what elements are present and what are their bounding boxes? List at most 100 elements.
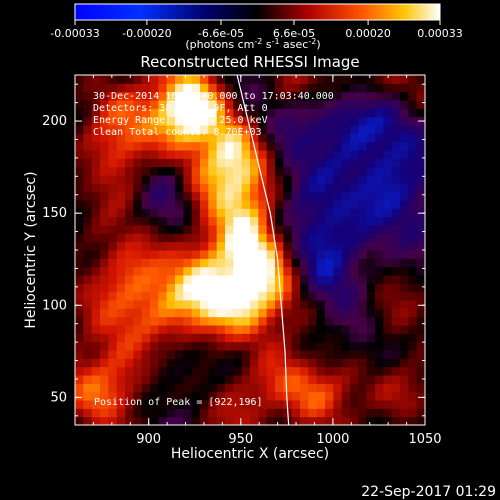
- heatmap-cell: [316, 250, 326, 259]
- heatmap-cell: [200, 275, 209, 284]
- y-tick-label: 100: [42, 298, 67, 313]
- heatmap-cell: [233, 258, 243, 268]
- heatmap-cell: [166, 400, 176, 409]
- heatmap-cell: [191, 83, 201, 93]
- heatmap-cell: [175, 225, 184, 234]
- heatmap-cell: [300, 175, 309, 184]
- heatmap-cell: [391, 116, 401, 126]
- heatmap-cell: [400, 275, 409, 284]
- heatmap-cell: [341, 225, 351, 234]
- heatmap-cell: [366, 316, 376, 326]
- heatmap-cell: [100, 316, 109, 326]
- heatmap-cell: [358, 408, 368, 418]
- heatmap-cell: [291, 125, 301, 134]
- heatmap-cell: [133, 158, 143, 168]
- heatmap-cell: [241, 125, 251, 134]
- heatmap-cell: [341, 250, 351, 259]
- heatmap-cell: [166, 341, 176, 351]
- heatmap-cell: [91, 358, 101, 368]
- heatmap-cell: [175, 100, 184, 109]
- heatmap-cell: [333, 416, 343, 425]
- heatmap-cell: [208, 308, 218, 318]
- heatmap-cell: [241, 166, 251, 176]
- heatmap-cell: [341, 100, 351, 109]
- heatmap-cell: [183, 308, 193, 318]
- heatmap-cell: [325, 366, 334, 376]
- heatmap-cell: [266, 75, 276, 84]
- heatmap-cell: [283, 375, 293, 384]
- heatmap-cell: [350, 191, 359, 201]
- heatmap-cell: [383, 166, 393, 176]
- heatmap-cell: [366, 408, 376, 418]
- heatmap-cell: [400, 325, 409, 334]
- heatmap-cell: [300, 83, 309, 93]
- heatmap-cell: [158, 91, 168, 101]
- heatmap-cell: [316, 316, 326, 326]
- heatmap-cell: [141, 341, 151, 351]
- heatmap-cell: [258, 150, 268, 159]
- heatmap-cell: [75, 325, 84, 334]
- heatmap-cell: [308, 108, 318, 118]
- heatmap-cell: [275, 250, 284, 259]
- heatmap-cell: [108, 358, 118, 368]
- heatmap-cell: [166, 275, 176, 284]
- heatmap-cell: [150, 100, 159, 109]
- heatmap-cell: [116, 75, 126, 84]
- heatmap-cell: [250, 333, 259, 343]
- heatmap-cell: [366, 83, 376, 93]
- heatmap-cell: [325, 358, 334, 368]
- heatmap-cell: [175, 166, 184, 176]
- heatmap-cell: [200, 150, 209, 159]
- heatmap-cell: [150, 91, 159, 101]
- heatmap-cell: [416, 200, 425, 209]
- heatmap-cell: [341, 141, 351, 151]
- heatmap-cell: [75, 366, 84, 376]
- heatmap-cell: [158, 133, 168, 143]
- heatmap-cell: [416, 308, 425, 318]
- heatmap-cell: [283, 350, 293, 359]
- heatmap-cell: [250, 100, 259, 109]
- heatmap-cell: [400, 258, 409, 268]
- heatmap-cell: [116, 158, 126, 168]
- heatmap-cell: [383, 325, 393, 334]
- heatmap-cell: [208, 208, 218, 218]
- heatmap-cell: [366, 141, 376, 151]
- heatmap-cell: [108, 158, 118, 168]
- heatmap-cell: [91, 133, 101, 143]
- heatmap-cell: [183, 341, 193, 351]
- heatmap-cell: [416, 100, 425, 109]
- heatmap-cell: [383, 125, 393, 134]
- heatmap-cell: [275, 408, 284, 418]
- heatmap-cell: [325, 400, 334, 409]
- heatmap-cell: [75, 291, 84, 301]
- heatmap-cell: [400, 150, 409, 159]
- heatmap-cell: [200, 133, 209, 143]
- heatmap-cell: [341, 416, 351, 425]
- heatmap-cell: [150, 133, 159, 143]
- heatmap-cell: [125, 250, 134, 259]
- heatmap-cell: [133, 91, 143, 101]
- heatmap-cell: [383, 258, 393, 268]
- heatmap-cell: [383, 291, 393, 301]
- heatmap-cell: [391, 325, 401, 334]
- heatmap-cell: [366, 108, 376, 118]
- heatmap-cell: [358, 150, 368, 159]
- heatmap-cell: [200, 91, 209, 101]
- heatmap-cell: [300, 141, 309, 151]
- heatmap-cell: [266, 158, 276, 168]
- heatmap-cell: [250, 408, 259, 418]
- heatmap-cell: [416, 400, 425, 409]
- heatmap-cell: [416, 358, 425, 368]
- heatmap-cell: [200, 200, 209, 209]
- heatmap-cell: [75, 241, 84, 251]
- heatmap-cell: [333, 400, 343, 409]
- heatmap-cell: [250, 250, 259, 259]
- heatmap-cell: [283, 208, 293, 218]
- heatmap-cell: [200, 358, 209, 368]
- heatmap-cell: [108, 350, 118, 359]
- heatmap-cell: [125, 416, 134, 425]
- heatmap-cell: [408, 75, 418, 84]
- heatmap-cell: [250, 166, 259, 176]
- heatmap-cell: [141, 333, 151, 343]
- heatmap-cell: [108, 291, 118, 301]
